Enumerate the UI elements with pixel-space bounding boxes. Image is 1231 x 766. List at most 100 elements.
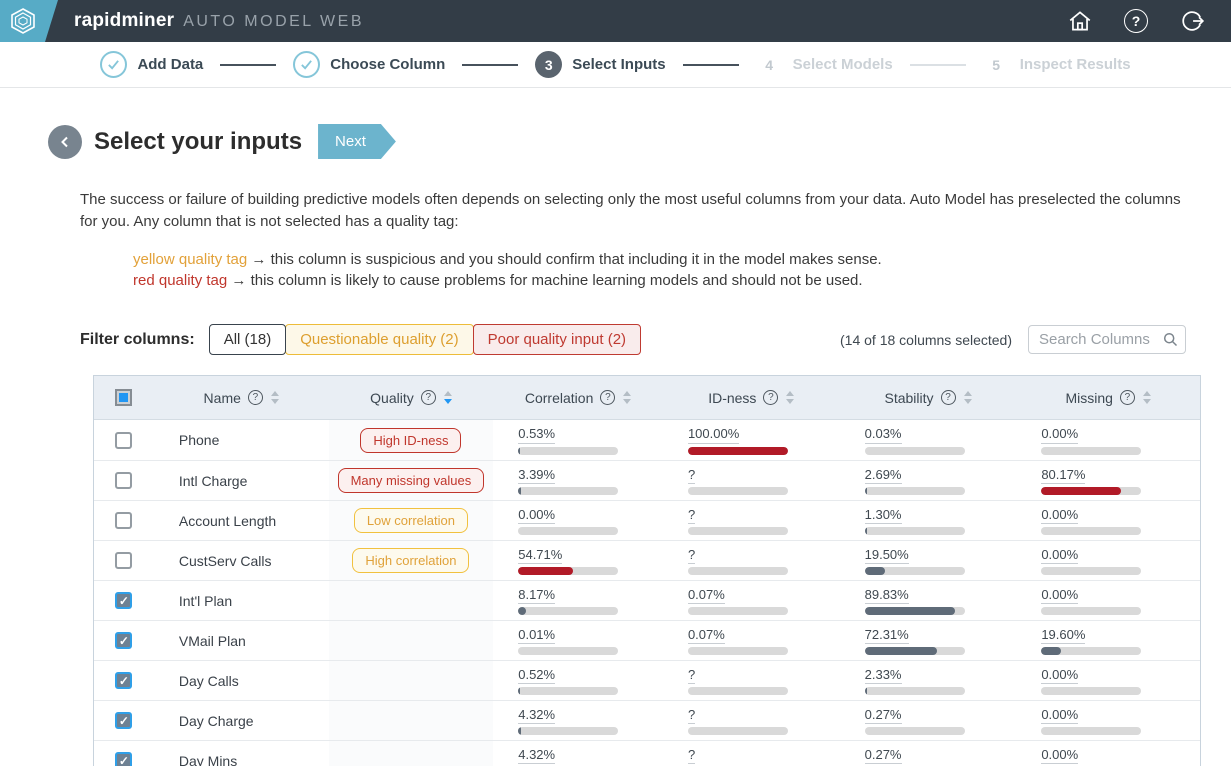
help-icon[interactable]: ? <box>1119 390 1135 405</box>
table-row: Int'l Plan 8.17% 0.07% 89.83% 0.00% <box>94 580 1200 620</box>
missing-cell: 80.17% <box>1016 466 1200 496</box>
column-name: Intl Charge <box>178 472 248 489</box>
column-name: Account Length <box>178 512 277 529</box>
help-icon[interactable]: ? <box>247 390 263 405</box>
back-button[interactable] <box>48 124 82 159</box>
column-name: Day Mins <box>178 752 238 766</box>
quality-badge: Low correlation <box>353 508 468 533</box>
column-name: VMail Plan <box>178 632 246 649</box>
row-checkbox[interactable] <box>115 512 133 529</box>
filter-questionable-button[interactable]: Questionable quality (2) <box>285 324 474 355</box>
sort-control[interactable] <box>623 391 632 404</box>
correlation-bar <box>518 647 619 656</box>
idness-cell: ? <box>663 746 840 766</box>
sort-control[interactable] <box>786 391 795 404</box>
step-select-inputs[interactable]: 3 Select Inputs <box>535 51 666 78</box>
search-input[interactable] <box>1028 325 1186 354</box>
row-checkbox[interactable] <box>115 632 133 649</box>
stability-bar <box>864 446 965 455</box>
missing-value: 80.17% <box>1041 467 1086 485</box>
sort-control[interactable] <box>963 391 972 404</box>
column-name: Day Charge <box>178 712 254 729</box>
correlation-cell: 8.17% <box>493 586 663 616</box>
columns-table: Name ? Quality ? Correlation ? ID-ness ?… <box>93 375 1201 766</box>
step-number: 4 <box>765 56 774 73</box>
correlation-value: 0.01% <box>518 627 556 645</box>
quality-cell: High correlation <box>328 541 494 580</box>
row-checkbox[interactable] <box>115 752 133 766</box>
rapidminer-logo-icon <box>11 8 35 34</box>
idness-value: ? <box>687 547 696 565</box>
correlation-bar <box>518 446 619 455</box>
correlation-cell: 0.53% <box>493 425 663 455</box>
quality-cell: Many missing values <box>328 461 494 500</box>
correlation-value: 0.52% <box>518 667 556 685</box>
missing-bar <box>1041 446 1142 455</box>
yellow-tag-line: yellow quality tag → this column is susp… <box>133 249 1231 271</box>
row-checkbox[interactable] <box>115 552 133 569</box>
select-all-checkbox[interactable] <box>115 389 133 406</box>
logout-icon[interactable] <box>1179 8 1205 34</box>
header-correlation: Correlation ? <box>493 390 663 406</box>
help-icon[interactable]: ? <box>1123 8 1149 34</box>
next-button[interactable]: Next <box>318 124 396 159</box>
row-checkbox[interactable] <box>115 592 133 609</box>
filter-poor-button[interactable]: Poor quality input (2) <box>472 324 642 355</box>
help-icon[interactable]: ? <box>763 390 779 405</box>
help-icon[interactable]: ? <box>940 390 956 405</box>
idness-value: ? <box>687 707 696 725</box>
row-checkbox-cell <box>94 552 154 569</box>
chevron-left-icon <box>61 136 68 147</box>
row-checkbox[interactable] <box>115 431 133 449</box>
sort-control[interactable] <box>270 391 279 404</box>
idness-bar <box>687 527 788 536</box>
correlation-cell: 3.39% <box>493 466 663 496</box>
brand-suffix: AUTO MODEL WEB <box>183 13 364 30</box>
step-choose-column[interactable]: Choose Column <box>293 51 445 78</box>
sort-control[interactable] <box>1142 391 1151 404</box>
quality-cell <box>328 661 494 700</box>
correlation-cell: 0.52% <box>493 666 663 696</box>
quality-badge: High correlation <box>352 548 470 573</box>
quality-cell: High ID-ness <box>328 420 494 460</box>
stability-cell: 0.27% <box>840 706 1017 736</box>
stability-bar <box>864 487 965 496</box>
step-add-data[interactable]: Add Data <box>100 51 203 78</box>
step-inspect-results[interactable]: 5 Inspect Results <box>983 51 1130 78</box>
quality-badge: High ID-ness <box>360 427 462 453</box>
brand-name: rapidminer <box>74 10 175 31</box>
correlation-cell: 0.00% <box>493 506 663 536</box>
missing-value: 0.00% <box>1041 507 1079 525</box>
idness-cell: ? <box>663 506 840 536</box>
idness-cell: 100.00% <box>663 425 840 455</box>
row-checkbox[interactable] <box>115 472 133 489</box>
help-icon[interactable]: ? <box>600 390 616 405</box>
sort-control[interactable] <box>443 391 452 404</box>
missing-cell: 19.60% <box>1016 626 1200 656</box>
stability-cell: 0.27% <box>840 746 1017 766</box>
quality-cell <box>328 741 494 766</box>
correlation-value: 0.00% <box>518 507 556 525</box>
stability-bar <box>864 727 965 736</box>
row-checkbox[interactable] <box>115 672 133 689</box>
selection-summary: (14 of 18 columns selected) <box>840 331 1012 348</box>
help-icon[interactable]: ? <box>420 390 436 405</box>
home-icon[interactable] <box>1067 8 1093 34</box>
row-checkbox[interactable] <box>115 712 133 729</box>
table-row: Day Charge 4.32% ? 0.27% 0.00% <box>94 700 1200 740</box>
step-select-models[interactable]: 4 Select Models <box>756 51 892 78</box>
idness-value: 0.07% <box>687 627 725 645</box>
step-connector <box>220 63 277 66</box>
idness-value: 0.07% <box>687 587 725 605</box>
rapidminer-logo[interactable] <box>0 0 58 42</box>
missing-cell: 0.00% <box>1016 506 1200 536</box>
stability-value: 2.33% <box>864 667 902 685</box>
filter-all-button[interactable]: All (18) <box>208 324 287 355</box>
idness-bar <box>687 607 788 616</box>
idness-cell: ? <box>663 546 840 576</box>
missing-cell: 0.00% <box>1016 746 1200 766</box>
page-title: Select your inputs <box>94 127 303 155</box>
missing-value: 0.00% <box>1041 587 1079 605</box>
table-row: Day Calls 0.52% ? 2.33% 0.00% <box>94 660 1200 700</box>
table-row: CustServ Calls High correlation 54.71% ?… <box>94 540 1200 580</box>
